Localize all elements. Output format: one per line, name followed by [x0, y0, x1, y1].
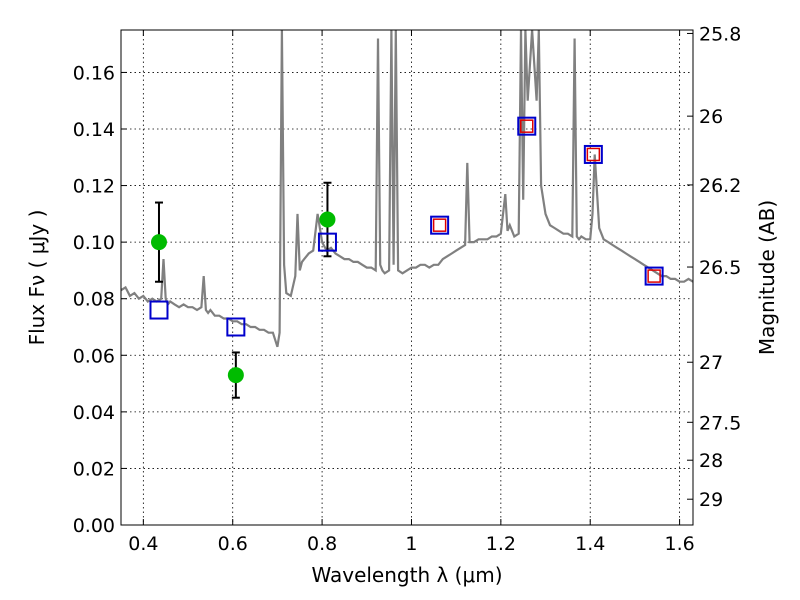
model-point-square: [517, 116, 537, 136]
x-tick-label: 0.8: [307, 533, 337, 555]
model-point-square: [583, 144, 603, 164]
y-tick-label: 0.12: [73, 176, 115, 198]
y-tick-label: 0.08: [73, 289, 115, 311]
model-points-layer: [149, 116, 664, 337]
observed-point: [319, 211, 336, 228]
model-point-ir-square: [432, 218, 447, 232]
y-axis-label: Flux Fν ( μJy ): [25, 210, 49, 346]
y-tick-label: 0.02: [73, 458, 115, 480]
y2-tick-label: 26.5: [699, 257, 741, 279]
model-point-square: [644, 266, 664, 286]
observed-point: [227, 367, 244, 384]
y2-tick-label: 29: [699, 489, 723, 511]
y2-tick-label: 25.8: [699, 23, 741, 45]
model-point-ir-square: [520, 119, 534, 133]
model-point-square: [317, 232, 337, 252]
x-tick-label: 1.4: [575, 533, 605, 555]
x-tick-label: 0.6: [218, 533, 248, 555]
y2-tick-label: 27.5: [699, 412, 741, 434]
y2-tick-label: 28: [699, 450, 723, 472]
model-point-square: [149, 300, 169, 320]
ticks-layer: [121, 30, 693, 526]
y2-tick-label: 26.2: [699, 175, 741, 197]
model-point-ir-square: [586, 147, 601, 162]
model-point-ir-square: [647, 269, 661, 283]
x-tick-label: 1.2: [486, 533, 516, 555]
x-tick-label: 0.4: [128, 533, 158, 555]
errorbar-layer: [154, 181, 332, 399]
y-tick-label: 0.00: [73, 515, 115, 537]
y-tick-label: 0.14: [73, 119, 115, 141]
x-tick-label: 1.6: [664, 533, 694, 555]
observed-points-layer: [150, 211, 336, 384]
y-tick-label: 0.10: [73, 232, 115, 254]
spectrum-layer: [121, 30, 693, 348]
y2-tick-label: 27: [699, 352, 723, 374]
y-tick-label: 0.06: [73, 345, 115, 367]
y2-axis-label: Magnitude (AB): [755, 200, 779, 355]
y2-tick-label: 26: [699, 106, 723, 128]
x-tick-label: 1: [405, 533, 417, 555]
spectrum-line: [121, 30, 693, 348]
labels-layer: 0.4 0.6 0.8 1 1.2 1.4 1.6 0.00 0.02 0.04 0.06 0.08 0…: [25, 23, 779, 587]
model-point-square: [226, 317, 246, 337]
observed-point: [150, 234, 167, 251]
plot-frame: [120, 29, 694, 526]
y-tick-label: 0.16: [73, 62, 115, 84]
x-axis-label: Wavelength λ (μm): [311, 563, 502, 587]
model-point-square: [430, 215, 450, 235]
y-tick-label: 0.04: [73, 402, 115, 424]
grid: [121, 30, 693, 526]
